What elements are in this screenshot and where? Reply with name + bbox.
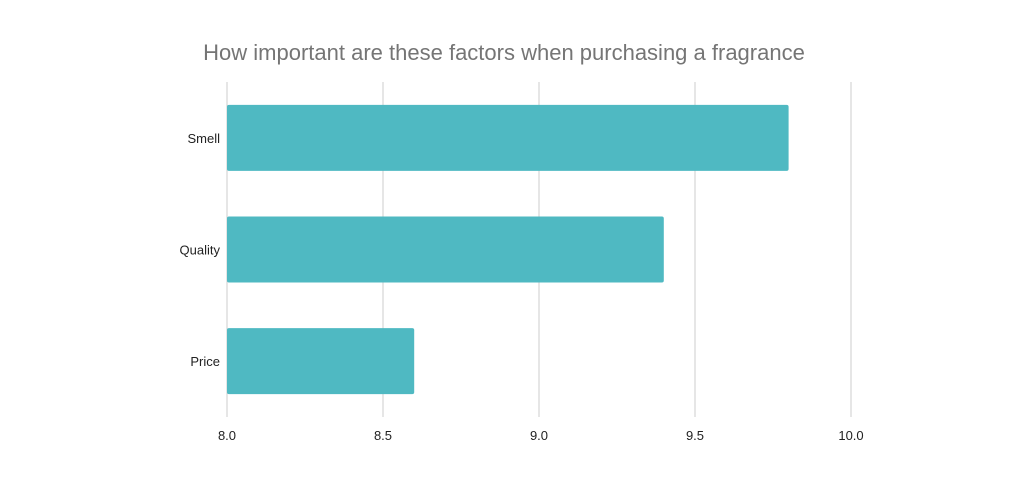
x-tick-label: 8.5	[374, 428, 392, 443]
category-label-smell: Smell	[187, 131, 220, 146]
x-axis-tick-labels: 8.0 8.5 9.0 9.5 10.0	[218, 428, 864, 443]
bar-smell	[227, 104, 789, 171]
x-tick-label: 10.0	[838, 428, 863, 443]
bar-price	[227, 328, 415, 395]
x-tick-label: 9.5	[686, 428, 704, 443]
x-tick-label: 8.0	[218, 428, 236, 443]
bars	[227, 104, 789, 395]
category-labels: Smell Quality Price	[180, 131, 221, 369]
x-tick-label: 9.0	[530, 428, 548, 443]
category-label-price: Price	[190, 354, 220, 369]
chart-title: How important are these factors when pur…	[203, 40, 805, 65]
category-label-quality: Quality	[180, 243, 221, 258]
bar-quality	[227, 216, 664, 283]
